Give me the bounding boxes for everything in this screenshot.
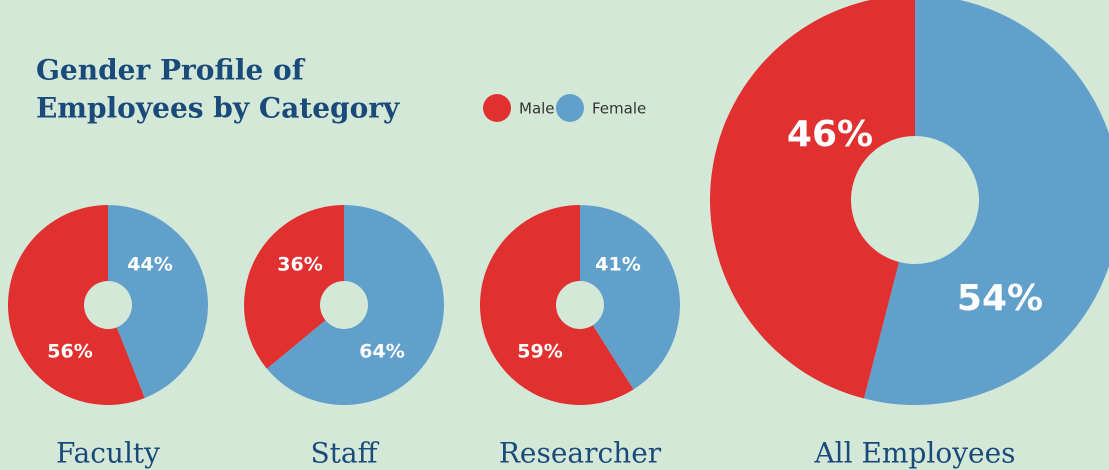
legend-swatch (556, 94, 584, 122)
donut-slice (864, 0, 1109, 405)
legend-swatch (483, 94, 511, 122)
title-line: Employees by Category (36, 92, 400, 125)
legend-label: Female (592, 100, 646, 118)
donut-slice (580, 205, 681, 390)
slice-label: 54% (957, 278, 1043, 319)
slice-label: 56% (47, 341, 92, 363)
donut-slice (8, 205, 145, 405)
donut-slice (266, 205, 445, 406)
chart-label: Researcher (499, 437, 662, 470)
chart-label: Faculty (56, 437, 160, 470)
slice-label: 36% (277, 254, 322, 276)
chart-label: All Employees (813, 437, 1015, 470)
donut-slice (710, 0, 915, 399)
donut-slice (108, 205, 208, 398)
slice-label: 59% (517, 341, 562, 363)
donut-slice (244, 205, 344, 369)
donut-slice (480, 205, 634, 405)
legend: Male Female (483, 94, 646, 122)
title-line: Gender Profile of (36, 54, 306, 87)
slice-label: 41% (595, 254, 640, 276)
slice-label: 64% (359, 341, 404, 363)
slice-label: 44% (127, 254, 172, 276)
legend-label: Male (519, 100, 555, 118)
chart-label: Staff (310, 437, 379, 470)
slice-label: 46% (787, 114, 873, 155)
